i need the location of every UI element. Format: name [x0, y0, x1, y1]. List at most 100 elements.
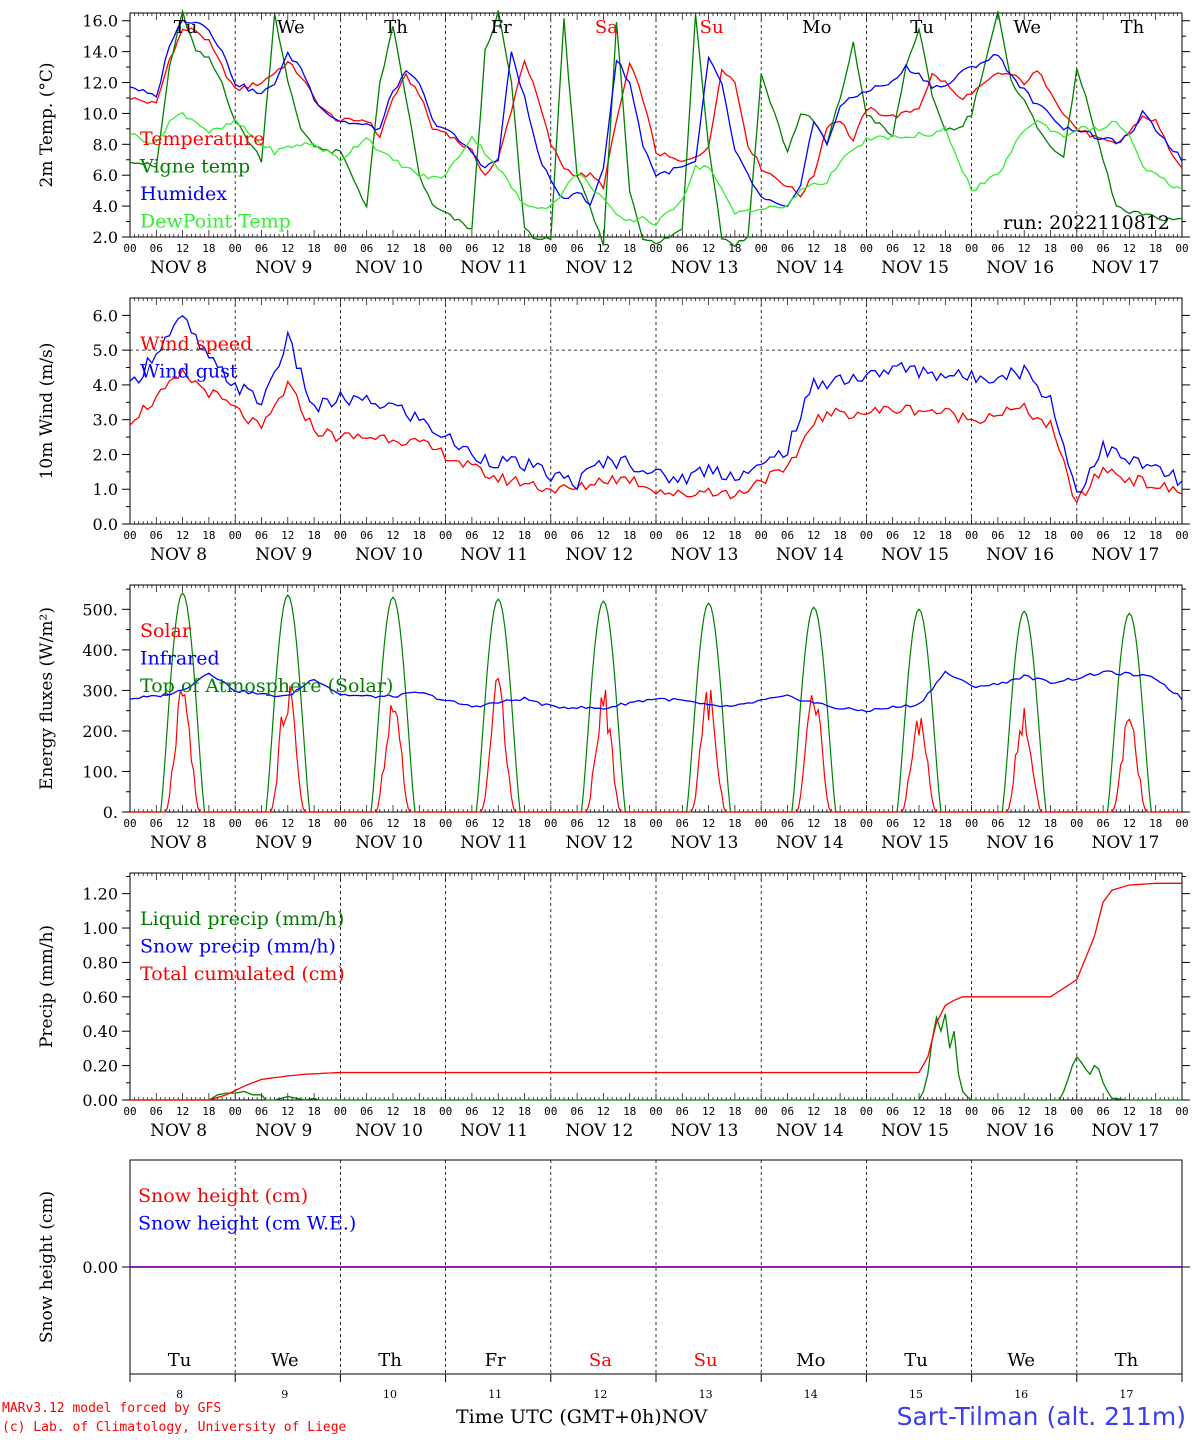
legend-entry: Wind speed: [140, 333, 252, 355]
hour-label: 12: [1018, 529, 1031, 542]
y-tick-label: 10.0: [82, 104, 118, 123]
y-tick-label: 6.0: [93, 306, 118, 325]
hour-label: 18: [307, 1105, 320, 1118]
hour-label: 12: [1018, 817, 1031, 830]
y-tick-label: 0.60: [82, 988, 118, 1007]
day-name-label: Sa: [595, 17, 618, 38]
hour-label: 06: [255, 1105, 268, 1118]
date-label: NOV 14: [776, 545, 844, 565]
y-tick-label: 0.00: [82, 1258, 118, 1277]
hour-label: 06: [886, 529, 899, 542]
hour-label: 06: [570, 1105, 583, 1118]
copyright: (c) Lab. of Climatology, University of L…: [2, 1420, 347, 1435]
hour-label: 18: [307, 529, 320, 542]
hour-label: 12: [281, 529, 294, 542]
hour-label: 12: [597, 242, 610, 255]
y-tick-label: 2.0: [93, 445, 118, 464]
y-tick-label: 3.0: [93, 411, 118, 430]
hour-label: 18: [1149, 817, 1162, 830]
hour-label: 12: [281, 817, 294, 830]
hour-label: 06: [991, 529, 1004, 542]
day-name-label: Tu: [904, 1350, 928, 1371]
hour-label: 00: [755, 1105, 768, 1118]
hour-label: 18: [1044, 242, 1057, 255]
hour-label: 18: [202, 242, 215, 255]
y-tick-label: 1.0: [93, 480, 118, 499]
legend-entry: Wind gust: [140, 361, 238, 383]
hour-label: 06: [676, 817, 689, 830]
legend-entry: Temperature: [140, 128, 264, 150]
date-label: NOV 10: [355, 1121, 423, 1141]
hour-label: 06: [360, 1105, 373, 1118]
hour-label: 00: [123, 1105, 136, 1118]
hour-label: 18: [939, 817, 952, 830]
hour-label: 00: [1175, 1105, 1188, 1118]
hour-label: 12: [281, 1105, 294, 1118]
date-label: NOV 11: [460, 833, 528, 853]
hour-label: 00: [649, 817, 662, 830]
hour-label: 00: [334, 242, 347, 255]
hour-label: 06: [886, 242, 899, 255]
hour-label: 18: [728, 242, 741, 255]
y-axis-label: 2m Temp. (°C): [37, 62, 57, 187]
hour-label: 00: [439, 529, 452, 542]
y-tick-label: 1.00: [82, 919, 118, 938]
hour-label: 18: [413, 1105, 426, 1118]
hour-label: 12: [386, 1105, 399, 1118]
hour-label: 06: [991, 242, 1004, 255]
day-number-label: 14: [804, 1388, 818, 1401]
hour-label: 00: [123, 242, 136, 255]
hour-label: 06: [360, 817, 373, 830]
hour-label: 00: [755, 242, 768, 255]
day-number-label: 9: [281, 1388, 288, 1401]
hour-label: 06: [150, 817, 163, 830]
day-name-label: Th: [1121, 17, 1145, 38]
date-label: NOV 15: [881, 1121, 949, 1141]
day-name-label: Sa: [589, 1350, 612, 1371]
hour-label: 00: [544, 529, 557, 542]
hour-label: 18: [1044, 1105, 1057, 1118]
legend-entry: DewPoint Temp: [140, 211, 291, 233]
y-tick-label: 0.00: [82, 1091, 118, 1110]
day-name-label: Tu: [168, 1350, 192, 1371]
hour-label: 00: [1070, 529, 1083, 542]
hour-label: 12: [492, 817, 505, 830]
site-title: Sart-Tilman (alt. 211m): [896, 1402, 1186, 1431]
y-tick-label: 1.20: [82, 885, 118, 904]
hour-label: 00: [1175, 817, 1188, 830]
legend-entry: Snow height (cm): [138, 1185, 308, 1207]
series-line-total-cumulated: [130, 882, 1182, 1101]
date-label: NOV 17: [1091, 258, 1159, 278]
hour-label: 06: [886, 817, 899, 830]
y-tick-label: 100.: [82, 762, 118, 781]
hour-label: 00: [123, 817, 136, 830]
date-label: NOV 16: [986, 1121, 1054, 1141]
date-label: NOV 14: [776, 1121, 844, 1141]
hour-label: 06: [1096, 817, 1109, 830]
day-number-label: 11: [488, 1388, 502, 1401]
hour-label: 12: [702, 529, 715, 542]
hour-label: 12: [492, 1105, 505, 1118]
series-line-vigne-temp: [129, 8, 1183, 248]
hour-label: 12: [176, 817, 189, 830]
hour-label: 06: [150, 242, 163, 255]
day-name-label: We: [1013, 17, 1041, 38]
hour-label: 06: [676, 1105, 689, 1118]
hour-label: 18: [728, 1105, 741, 1118]
hour-label: 12: [597, 529, 610, 542]
hour-label: 18: [1149, 1105, 1162, 1118]
y-tick-label: 12.0: [82, 74, 118, 93]
y-axis-label: Energy fluxes (W/m²): [37, 607, 57, 790]
y-tick-label: 6.0: [93, 166, 118, 185]
hour-label: 12: [386, 242, 399, 255]
month-label: NOV: [661, 1406, 708, 1428]
hour-label: 12: [386, 817, 399, 830]
hour-label: 06: [360, 242, 373, 255]
legend-entry: Total cumulated (cm): [140, 963, 345, 985]
hour-label: 06: [781, 817, 794, 830]
day-number-label: 13: [699, 1388, 713, 1401]
y-tick-label: 8.0: [93, 135, 118, 154]
date-label: NOV 12: [565, 833, 633, 853]
hour-label: 06: [465, 529, 478, 542]
legend-entry: Top of Atmosphere (Solar): [140, 675, 393, 697]
